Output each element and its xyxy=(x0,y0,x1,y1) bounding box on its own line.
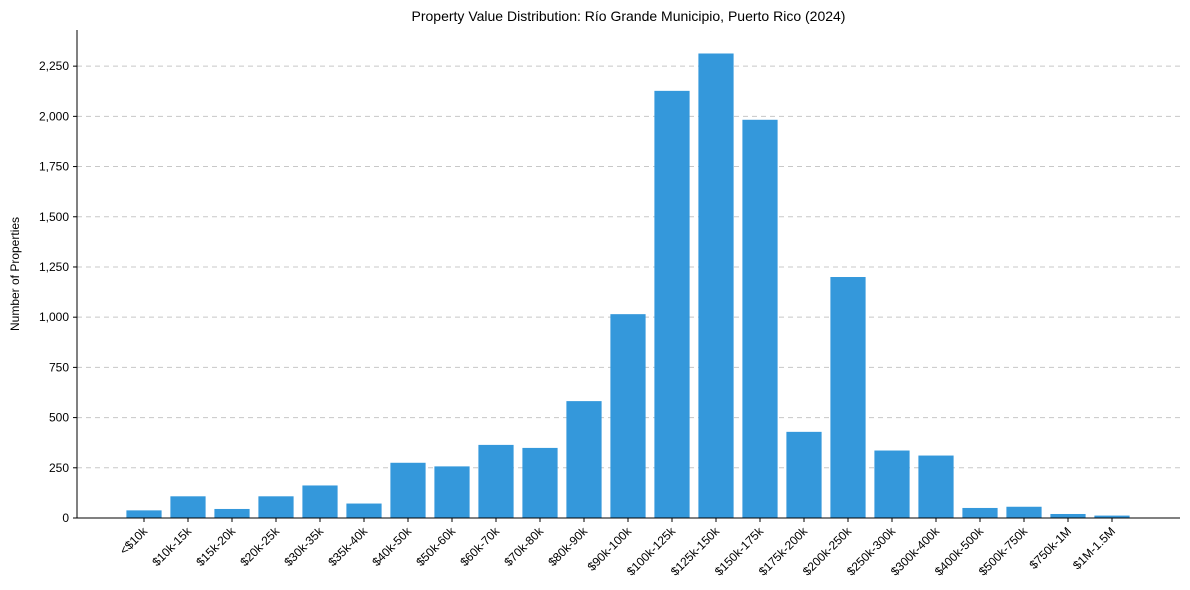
x-tick-label: $40k-50k xyxy=(369,524,415,570)
x-tick-label: $50k-60k xyxy=(413,524,459,570)
x-tick-label: $500k-750k xyxy=(976,524,1031,579)
bar xyxy=(214,508,250,518)
x-tick-label: $10k-15k xyxy=(149,524,195,570)
bar xyxy=(1094,515,1130,518)
x-tick-label: $35k-40k xyxy=(325,524,371,570)
bar xyxy=(830,277,866,518)
x-tick-label: $80k-90k xyxy=(545,524,591,570)
bar xyxy=(170,496,206,518)
x-tick-label: $750k-1M xyxy=(1026,524,1074,572)
bar xyxy=(126,510,162,518)
y-tick-label: 2,250 xyxy=(39,59,69,73)
y-tick-label: 1,250 xyxy=(39,260,69,274)
x-tick-label: $30k-35k xyxy=(281,524,327,570)
x-axis-ticks: <$10k $10k-15k $15k-20k $20k-25k $30k-35k $35… xyxy=(117,518,1118,578)
x-tick-label: $60k-70k xyxy=(457,524,503,570)
y-tick-label: 2,000 xyxy=(39,109,69,123)
x-tick-label: $20k-25k xyxy=(237,524,283,570)
bar xyxy=(874,450,910,518)
bar xyxy=(654,90,690,519)
y-tick-label: 1,750 xyxy=(39,160,69,174)
bar xyxy=(522,447,558,518)
y-tick-label: 750 xyxy=(49,360,69,374)
bar xyxy=(610,314,646,518)
x-tick-label: <$10k xyxy=(117,524,151,558)
y-tick-label: 1,500 xyxy=(39,210,69,224)
bar xyxy=(346,503,382,518)
bar xyxy=(390,462,426,518)
bar xyxy=(1050,513,1086,518)
bar xyxy=(258,496,294,518)
y-tick-label: 0 xyxy=(62,511,69,525)
gridlines xyxy=(77,65,1180,469)
y-tick-label: 250 xyxy=(49,461,69,475)
y-tick-label: 500 xyxy=(49,411,69,425)
bars xyxy=(126,53,1130,519)
bar xyxy=(742,119,778,519)
bar xyxy=(566,401,602,518)
bar xyxy=(918,455,954,518)
x-tick-label: $15k-20k xyxy=(193,524,239,570)
y-axis-label: Number of Properties xyxy=(8,217,22,331)
x-tick-label: $70k-80k xyxy=(501,524,547,570)
bar xyxy=(478,444,514,518)
bar xyxy=(434,466,470,518)
chart-title: Property Value Distribution: Río Grande … xyxy=(412,8,846,24)
y-tick-label: 1,000 xyxy=(39,310,69,324)
bar xyxy=(1006,506,1042,518)
bar xyxy=(698,53,734,518)
bar xyxy=(786,431,822,518)
bar xyxy=(962,507,998,518)
y-axis-ticks: 0 250 500 750 1,000 1,250 1,500 1,750 2,000 2,250 xyxy=(39,59,77,525)
bar xyxy=(302,485,338,518)
x-tick-label: $1M-1.5M xyxy=(1070,524,1118,572)
